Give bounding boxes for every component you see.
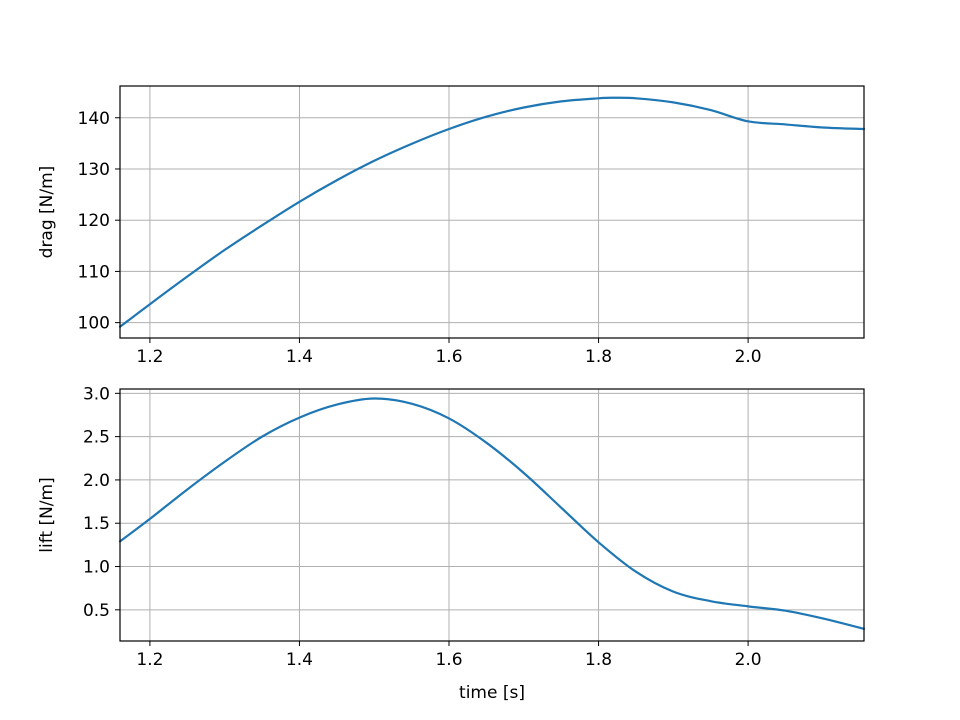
drag-x-tick-label: 1.6	[435, 347, 462, 367]
lift-y-tick-label: 0.5	[83, 601, 110, 621]
lift-axes-frame	[119, 388, 865, 642]
drag-x-tick-label: 2.0	[735, 347, 762, 367]
lift-y-tick-label: 1.0	[83, 558, 110, 578]
lift-x-tick-label: 2.0	[735, 650, 762, 670]
lift-y-tick-label: 3.0	[83, 384, 110, 404]
drag-y-axis-label: drag [N/m]	[37, 166, 57, 259]
lift-panel: 1.2 1.4 1.6 1.8 2.0 0.5 1.0 1.5 2.0 2.5 3.0 lift […	[37, 384, 866, 703]
lift-x-tick-label: 1.8	[585, 650, 612, 670]
drag-x-tick-label: 1.8	[585, 347, 612, 367]
drag-series	[118, 96, 866, 328]
lift-x-tick-label: 1.6	[435, 650, 462, 670]
lift-y-tick-label: 1.5	[83, 514, 110, 534]
lift-y-tick-label: 2.5	[83, 428, 110, 448]
drag-y-tick-label: 130	[78, 160, 110, 180]
lift-series	[118, 397, 866, 630]
drag-axes-frame	[119, 85, 865, 339]
drag-y-tick-label: 110	[78, 262, 110, 282]
drag-y-tick-label: 140	[78, 109, 110, 129]
drag-y-tick-label: 100	[78, 314, 110, 334]
lift-y-tick-label: 2.0	[83, 471, 110, 491]
lift-grid	[120, 389, 864, 641]
drag-x-tick-label: 1.2	[136, 347, 163, 367]
drag-series-line	[118, 96, 866, 328]
drag-x-tick-label: 1.4	[286, 347, 313, 367]
drag-panel: 1.2 1.4 1.6 1.8 2.0 100 110 120 130 140 drag [N/m…	[37, 85, 866, 367]
drag-ticks: 1.2 1.4 1.6 1.8 2.0 100 110 120 130 140	[78, 109, 762, 367]
lift-x-axis-label: time [s]	[459, 683, 525, 703]
lift-series-line	[118, 397, 866, 630]
lift-x-tick-label: 1.2	[136, 650, 163, 670]
lift-ticks: 1.2 1.4 1.6 1.8 2.0 0.5 1.0 1.5 2.0 2.5 3.0	[83, 384, 762, 670]
lift-x-tick-label: 1.4	[286, 650, 313, 670]
lift-y-axis-label: lift [N/m]	[37, 477, 57, 552]
drag-y-tick-label: 120	[78, 211, 110, 231]
